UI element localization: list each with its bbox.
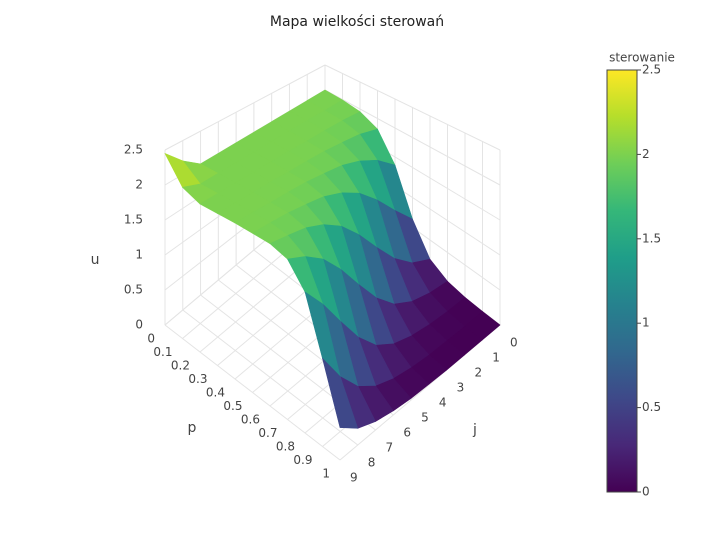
colorbar-tick-label: 0.5: [642, 400, 661, 414]
y-axis-title: j: [472, 422, 477, 438]
y-tick-label: 4: [439, 396, 447, 410]
axes: 00.10.20.30.40.50.60.70.80.9101234567890…: [124, 63, 661, 499]
x-tick-label: 0.9: [293, 453, 312, 467]
chart-title: Mapa wielkości sterowań: [270, 14, 444, 30]
x-axis-title: p: [188, 420, 197, 436]
colorbar-tick-label: 1.5: [642, 231, 661, 245]
surface: [164, 89, 501, 429]
colorbar: [606, 69, 638, 493]
y-tick-label: 6: [403, 426, 411, 440]
z-tick-label: 2.5: [124, 143, 143, 157]
y-tick-label: 7: [386, 441, 394, 455]
y-tick-label: 3: [457, 381, 465, 395]
x-tick-label: 0: [147, 332, 155, 346]
y-tick-label: 5: [421, 411, 429, 425]
z-axis-title: u: [91, 252, 100, 268]
grid-line: [324, 89, 501, 186]
x-tick-label: 0.4: [206, 386, 225, 400]
x-tick-label: 0.6: [241, 413, 260, 427]
x-tick-label: 0.3: [188, 372, 207, 386]
z-tick-label: 1.5: [124, 213, 143, 227]
colorbar-tick-label: 2: [642, 147, 650, 161]
y-tick-label: 1: [492, 351, 500, 365]
colorbar-tick-label: 1: [642, 316, 650, 330]
grid-line: [324, 64, 501, 151]
colorbar-title: sterowanie: [609, 51, 675, 65]
x-tick-label: 0.1: [153, 345, 172, 359]
x-tick-label: 0.2: [171, 359, 190, 373]
grid-line: [164, 64, 326, 151]
colorbar-tick-label: 0: [642, 485, 650, 499]
y-tick-label: 9: [350, 471, 358, 485]
colorbar-tick-label: 2.5: [642, 63, 661, 77]
z-tick-label: 1: [135, 248, 143, 262]
surface-patch: [321, 357, 359, 429]
y-tick-label: 0: [510, 336, 518, 350]
y-tick-label: 2: [474, 366, 482, 380]
x-tick-label: 0.8: [276, 440, 295, 454]
x-tick-label: 0.5: [223, 399, 242, 413]
z-tick-label: 0: [135, 318, 143, 332]
x-tick-label: 1: [322, 467, 330, 481]
x-tick-label: 0.7: [258, 426, 277, 440]
z-tick-label: 0.5: [124, 283, 143, 297]
z-tick-label: 2: [135, 178, 143, 192]
grid-line: [164, 324, 341, 461]
grid-line: [182, 309, 359, 446]
y-tick-label: 8: [368, 456, 376, 470]
